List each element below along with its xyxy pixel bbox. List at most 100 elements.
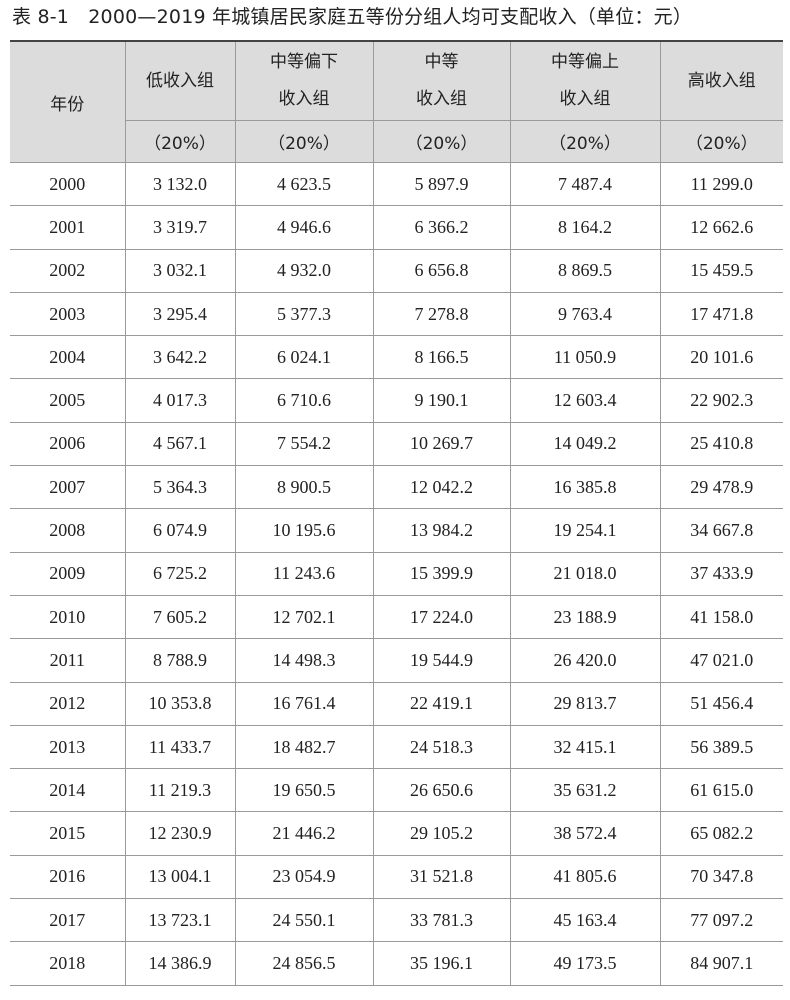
income-cell: 20 101.6 <box>659 335 783 380</box>
income-cell: 6 725.2 <box>124 551 236 596</box>
income-cell: 41 158.0 <box>659 594 783 640</box>
table-row: 2015 12 230.9 21 446.2 29 105.2 38 572.4 65 0… <box>10 811 783 856</box>
income-cell: 12 603.4 <box>509 378 661 423</box>
year-cell: 2013 <box>10 724 126 770</box>
income-cell: 17 224.0 <box>372 594 511 640</box>
group-share: （20%） <box>125 120 236 163</box>
income-cell: 19 254.1 <box>509 508 661 553</box>
income-cell: 3 295.4 <box>124 291 236 337</box>
group-header: 高收入组 <box>659 40 783 121</box>
income-cell: 14 498.3 <box>234 638 374 683</box>
income-cell: 15 399.9 <box>372 551 511 596</box>
year-header: 年份 <box>10 40 126 163</box>
income-cell: 29 105.2 <box>372 811 511 856</box>
year-cell: 2012 <box>10 681 126 726</box>
year-cell: 2016 <box>10 854 126 900</box>
income-cell: 24 550.1 <box>234 898 374 943</box>
income-cell: 22 902.3 <box>659 378 783 423</box>
income-cell: 4 567.1 <box>124 421 236 467</box>
income-cell: 26 420.0 <box>509 638 661 683</box>
income-cell: 8 164.2 <box>509 205 661 250</box>
income-cell: 12 662.6 <box>659 205 783 250</box>
income-cell: 6 656.8 <box>372 248 511 293</box>
income-cell: 3 319.7 <box>124 205 236 250</box>
table-row: 2000 3 132.0 4 623.5 5 897.9 7 487.4 11 299.0 <box>10 161 783 207</box>
income-cell: 3 032.1 <box>124 248 236 293</box>
table-row: 2016 13 004.1 23 054.9 31 521.8 41 805.6 70 3… <box>10 854 783 900</box>
income-cell: 8 900.5 <box>234 465 374 510</box>
year-cell: 2018 <box>10 941 126 986</box>
income-cell: 11 050.9 <box>509 335 661 380</box>
table-row: 2012 10 353.8 16 761.4 22 419.1 29 813.7 51 4… <box>10 681 783 726</box>
income-cell: 29 478.9 <box>659 465 783 510</box>
table-row: 2006 4 567.1 7 554.2 10 269.7 14 049.2 25 410… <box>10 421 783 467</box>
income-cell: 19 544.9 <box>372 638 511 683</box>
income-cell: 13 004.1 <box>124 854 236 900</box>
income-cell: 6 366.2 <box>372 205 511 250</box>
year-cell: 2006 <box>10 421 126 467</box>
income-cell: 3 642.2 <box>124 335 236 380</box>
income-cell: 38 572.4 <box>509 811 661 856</box>
group-header: 中等偏下 收入组 <box>234 40 374 121</box>
table-row: 2001 3 319.7 4 946.6 6 366.2 8 164.2 12 662.6 <box>10 205 783 250</box>
table-row: 2010 7 605.2 12 702.1 17 224.0 23 188.9 41 15… <box>10 594 783 640</box>
income-cell: 6 074.9 <box>124 508 236 553</box>
income-cell: 10 195.6 <box>234 508 374 553</box>
year-cell: 2000 <box>10 161 126 207</box>
table-row: 2008 6 074.9 10 195.6 13 984.2 19 254.1 34 66… <box>10 508 783 553</box>
table-row: 2004 3 642.2 6 024.1 8 166.5 11 050.9 20 101.… <box>10 335 783 380</box>
income-cell: 13 723.1 <box>124 898 236 943</box>
income-cell: 9 763.4 <box>509 291 661 337</box>
income-cell: 16 761.4 <box>234 681 374 726</box>
income-cell: 11 243.6 <box>234 551 374 596</box>
income-cell: 9 190.1 <box>372 378 511 423</box>
income-cell: 13 984.2 <box>372 508 511 553</box>
group-header-line: 高收入组 <box>687 70 756 91</box>
income-cell: 24 518.3 <box>372 724 511 770</box>
income-cell: 56 389.5 <box>659 724 783 770</box>
group-header-line: 中等 <box>424 52 459 72</box>
income-cell: 3 132.0 <box>124 161 236 207</box>
income-cell: 14 049.2 <box>509 421 661 467</box>
income-cell: 11 299.0 <box>659 161 783 207</box>
income-cell: 32 415.1 <box>509 724 661 770</box>
group-share: （20%） <box>234 120 374 163</box>
group-header: 中等偏上 收入组 <box>509 40 661 121</box>
income-cell: 34 667.8 <box>659 508 783 553</box>
income-cell: 25 410.8 <box>659 421 783 467</box>
income-cell: 14 386.9 <box>124 941 236 986</box>
table-row: 2005 4 017.3 6 710.6 9 190.1 12 603.4 22 902.… <box>10 378 783 423</box>
table-row: 2014 11 219.3 19 650.5 26 650.6 35 631.2 61 6… <box>10 768 783 813</box>
year-cell: 2002 <box>10 248 126 293</box>
income-cell: 35 631.2 <box>509 768 661 813</box>
year-cell: 2008 <box>10 508 126 553</box>
income-cell: 65 082.2 <box>659 811 783 856</box>
year-cell: 2017 <box>10 898 126 943</box>
group-header-line: 低收入组 <box>146 70 214 91</box>
income-cell: 18 482.7 <box>234 724 374 770</box>
income-cell: 49 173.5 <box>509 941 661 986</box>
group-header-line: 中等偏上 <box>551 52 619 72</box>
year-cell: 2005 <box>10 378 126 423</box>
year-cell: 2010 <box>10 594 126 640</box>
income-cell: 6 710.6 <box>234 378 374 423</box>
income-cell: 61 615.0 <box>659 768 783 813</box>
income-cell: 6 024.1 <box>234 335 374 380</box>
income-cell: 45 163.4 <box>509 898 661 943</box>
group-header-line: 收入组 <box>278 89 330 109</box>
income-cell: 4 017.3 <box>124 378 236 423</box>
income-cell: 7 554.2 <box>234 421 374 467</box>
table-row: 2018 14 386.9 24 856.5 35 196.1 49 173.5 84 9… <box>10 941 783 986</box>
income-cell: 4 946.6 <box>234 205 374 250</box>
income-cell: 4 623.5 <box>234 161 374 207</box>
income-cell: 12 042.2 <box>372 465 511 510</box>
income-cell: 4 932.0 <box>234 248 374 293</box>
year-cell: 2007 <box>10 465 126 510</box>
income-cell: 70 347.8 <box>659 854 783 900</box>
income-cell: 37 433.9 <box>659 551 783 596</box>
table-row: 2009 6 725.2 11 243.6 15 399.9 21 018.0 37 43… <box>10 551 783 596</box>
year-cell: 2015 <box>10 811 126 856</box>
group-share: （20%） <box>659 120 783 163</box>
income-table: 年份 低收入组 中等偏下 收入组 中等 收入组 中等偏上 收入组 高收入组 （20%） （20%）（… <box>10 40 783 986</box>
